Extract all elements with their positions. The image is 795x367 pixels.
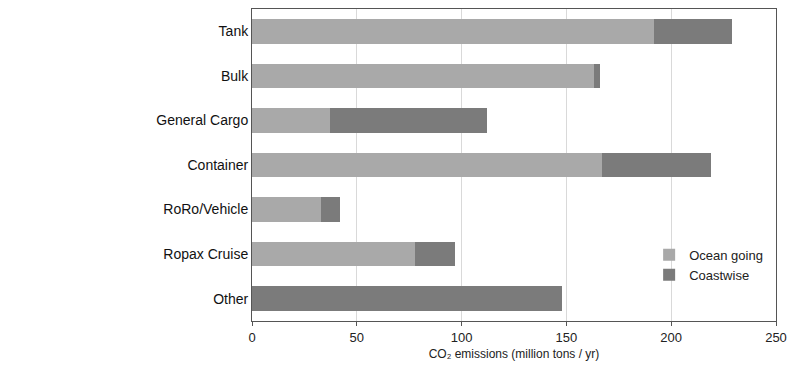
- svg-text:100: 100: [451, 330, 473, 345]
- svg-text:0: 0: [248, 330, 255, 345]
- svg-text:Tank: Tank: [219, 23, 250, 39]
- svg-text:150: 150: [556, 330, 578, 345]
- svg-text:Ocean going: Ocean going: [689, 248, 763, 263]
- svg-text:50: 50: [350, 330, 364, 345]
- svg-text:Container: Container: [187, 157, 248, 173]
- svg-text:RoRo/Vehicle: RoRo/Vehicle: [163, 201, 248, 217]
- svg-text:CO₂ emissions (million tons /: CO₂ emissions (million tons / yr): [429, 347, 600, 361]
- svg-text:General Cargo: General Cargo: [156, 112, 248, 128]
- svg-text:Other: Other: [213, 291, 248, 307]
- svg-text:Bulk: Bulk: [221, 68, 249, 84]
- svg-text:250: 250: [765, 330, 787, 345]
- svg-text:Ropax Cruise: Ropax Cruise: [163, 246, 248, 262]
- svg-text:Coastwise: Coastwise: [689, 268, 749, 283]
- svg-text:200: 200: [660, 330, 682, 345]
